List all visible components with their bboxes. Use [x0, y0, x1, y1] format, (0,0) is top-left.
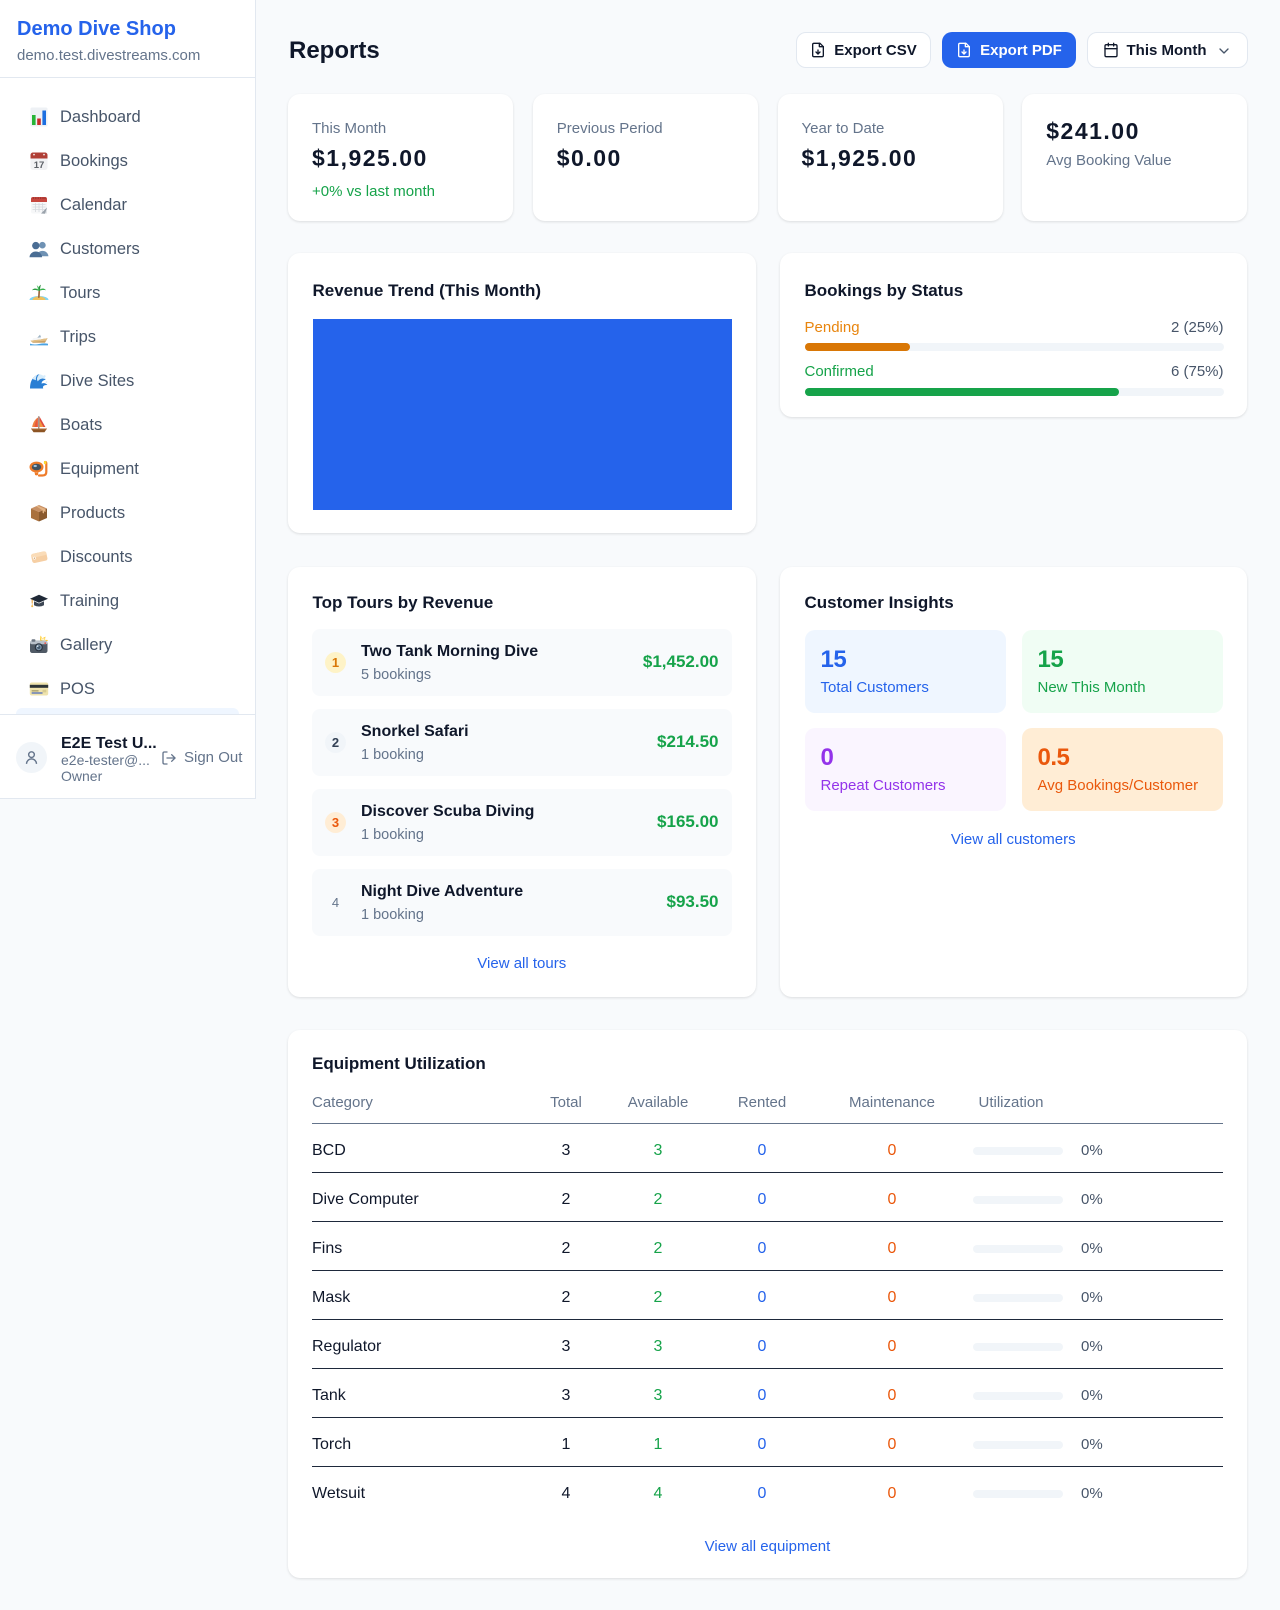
svg-text:17: 17 [34, 160, 45, 171]
